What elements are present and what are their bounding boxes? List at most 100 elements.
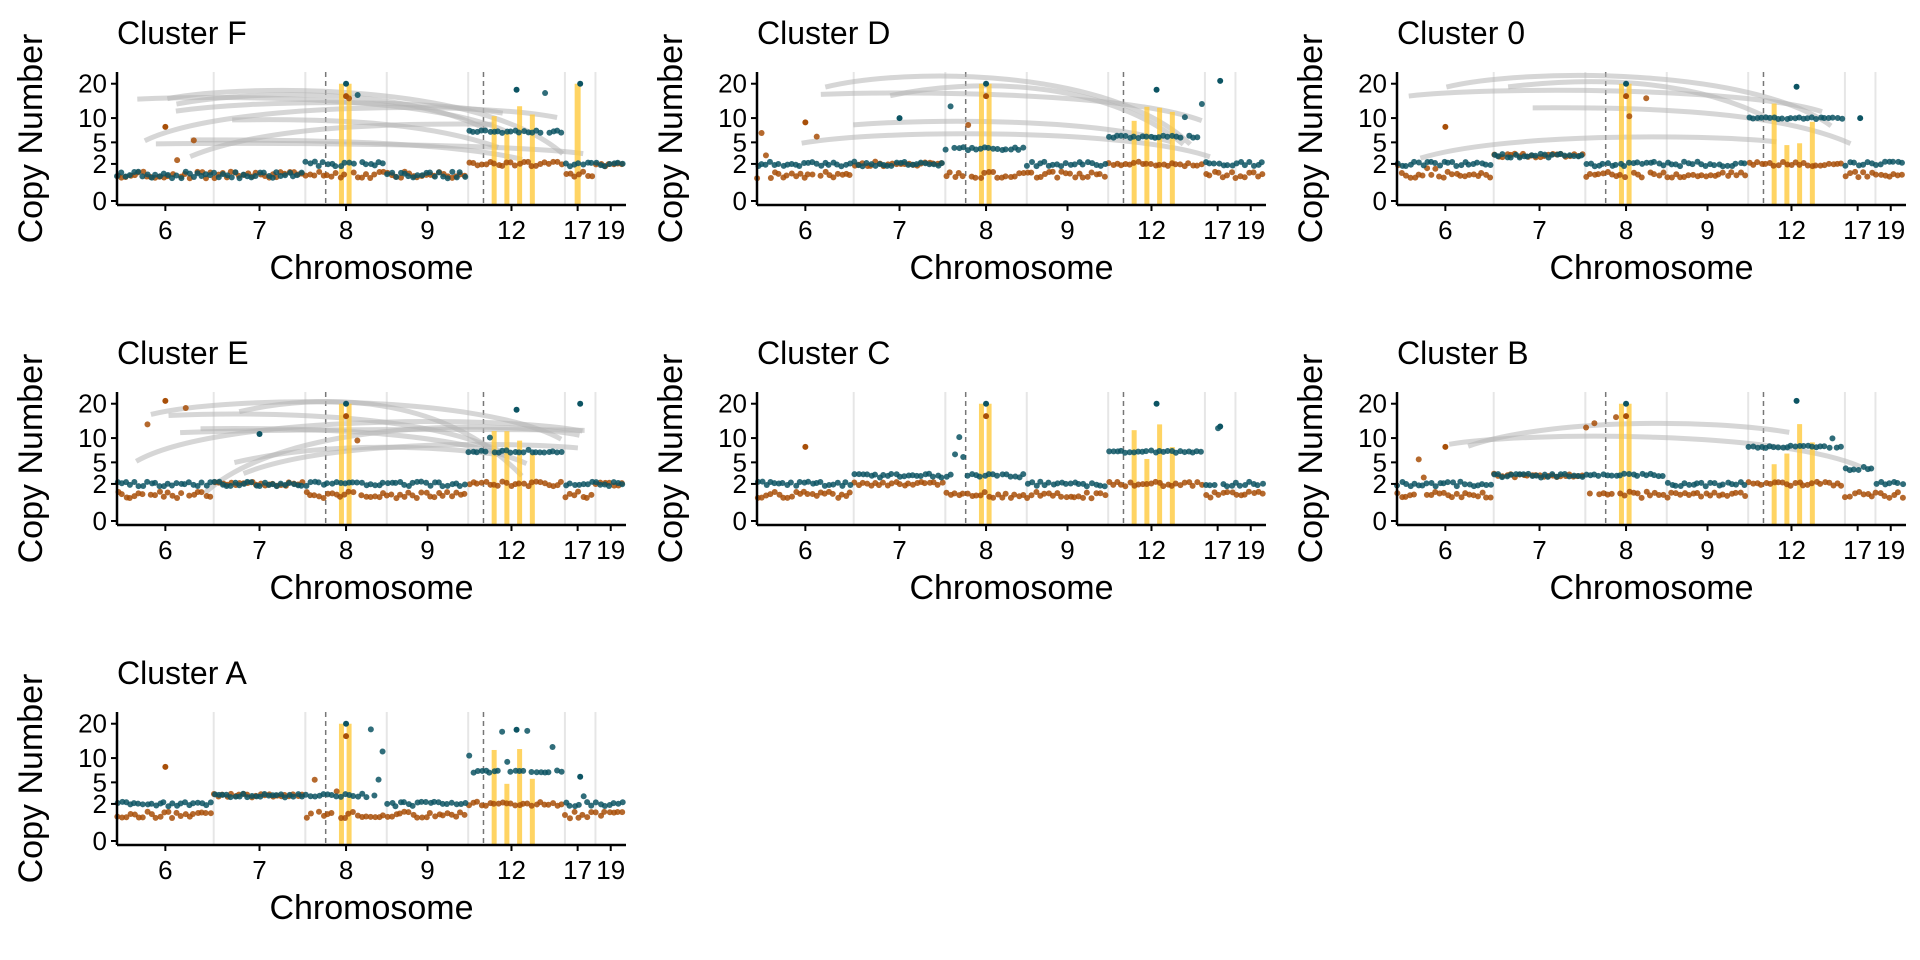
total-copy-point (1444, 479, 1451, 486)
total-copy-point (499, 129, 506, 136)
minor-copy-point (343, 733, 350, 740)
total-copy-point (1549, 151, 1556, 158)
total-copy-point (449, 168, 456, 175)
minor-copy-point (1423, 491, 1430, 498)
total-copy-point (393, 174, 400, 181)
total-copy-point (606, 161, 613, 168)
y-tick-label: 2 (733, 469, 747, 499)
minor-copy-point (1719, 491, 1726, 498)
total-copy-point (462, 173, 469, 180)
x-tick-label: 12 (497, 855, 526, 885)
minor-copy-point (951, 490, 958, 497)
sv-arc (1408, 87, 1823, 115)
y-tick-label: 10 (78, 103, 107, 133)
total-copy-point (938, 474, 945, 481)
minor-copy-point (1054, 174, 1061, 181)
total-copy-point (905, 161, 912, 168)
total-copy-point (1153, 400, 1160, 407)
total-copy-point (994, 146, 1001, 153)
minor-copy-point (431, 494, 438, 501)
y-tick-label: 20 (718, 69, 747, 99)
minor-copy-point (1122, 483, 1129, 490)
total-copy-point (1411, 158, 1418, 165)
minor-copy-point (1011, 173, 1018, 180)
minor-copy-point (817, 172, 824, 179)
total-copy-point (1097, 162, 1104, 169)
total-copy-point (1079, 161, 1086, 168)
total-copy-point (332, 163, 339, 170)
sv-arc (1507, 79, 1771, 122)
total-copy-point (227, 794, 234, 801)
total-copy-point (1745, 443, 1752, 450)
total-copy-point (871, 471, 878, 478)
minor-copy-point (1479, 489, 1486, 496)
total-copy-point (343, 80, 350, 87)
y-tick-label: 20 (78, 389, 107, 419)
minor-copy-point (1080, 494, 1087, 501)
total-copy-point (1813, 116, 1820, 123)
sv-arc (1448, 433, 1863, 470)
minor-copy-point (1757, 481, 1764, 488)
total-copy-point (1474, 159, 1481, 166)
total-copy-point (532, 449, 539, 456)
sv-highlight-bar (338, 723, 344, 845)
minor-copy-point (371, 171, 378, 178)
total-copy-point (1900, 481, 1907, 488)
minor-copy-point (561, 811, 568, 818)
total-copy-point (1432, 483, 1439, 490)
minor-copy-point (528, 163, 535, 170)
minor-copy-point (1084, 173, 1091, 180)
sv-highlight-bar (1784, 145, 1790, 205)
minor-copy-point (503, 479, 510, 486)
total-copy-point (577, 773, 584, 780)
total-copy-point (1621, 162, 1628, 169)
y-tick-label: 20 (1358, 69, 1387, 99)
minor-copy-point (198, 489, 205, 496)
minor-copy-point (580, 168, 587, 175)
total-copy-point (168, 482, 175, 489)
sv-highlight-bar (504, 130, 510, 205)
minor-copy-point (758, 129, 765, 136)
total-copy-point (384, 171, 391, 178)
minor-copy-point (1737, 489, 1744, 496)
total-copy-point (1458, 162, 1465, 169)
minor-copy-point (1224, 489, 1231, 496)
minor-copy-point (758, 494, 765, 501)
minor-copy-point (1118, 162, 1125, 169)
total-copy-point (1889, 158, 1896, 165)
sv-highlight-bar (1771, 103, 1777, 205)
x-tick-label: 12 (1137, 215, 1166, 245)
minor-copy-point (978, 174, 985, 181)
total-copy-point (312, 793, 319, 800)
minor-copy-point (1656, 172, 1663, 179)
total-copy-point (1045, 479, 1052, 486)
minor-copy-point (588, 809, 595, 816)
total-copy-point (515, 129, 522, 136)
total-copy-point (1741, 481, 1748, 488)
minor-copy-point (1063, 494, 1070, 501)
minor-copy-point (1638, 494, 1645, 501)
minor-copy-point (1160, 483, 1167, 490)
y-tick-label: 20 (78, 69, 107, 99)
total-copy-point (1487, 161, 1494, 168)
total-copy-point (328, 792, 335, 799)
minor-copy-point (830, 174, 837, 181)
minor-copy-point (482, 802, 489, 809)
minor-copy-point (1487, 174, 1494, 181)
minor-copy-point (507, 800, 514, 807)
total-copy-point (956, 434, 963, 441)
sv-highlight-bar (1157, 424, 1163, 525)
sv-highlight-bar (1626, 403, 1632, 525)
total-copy-point (1033, 482, 1040, 489)
minor-copy-point (1442, 443, 1449, 450)
minor-copy-point (367, 494, 374, 501)
sv-highlight-bar (338, 83, 344, 205)
total-copy-point (524, 727, 531, 734)
total-copy-point (1211, 482, 1218, 489)
total-copy-point (601, 163, 608, 170)
minor-copy-point (1650, 171, 1657, 178)
total-copy-point (1775, 444, 1782, 451)
total-copy-point (504, 758, 511, 765)
minor-copy-point (1259, 171, 1266, 178)
minor-copy-point (1770, 162, 1777, 169)
